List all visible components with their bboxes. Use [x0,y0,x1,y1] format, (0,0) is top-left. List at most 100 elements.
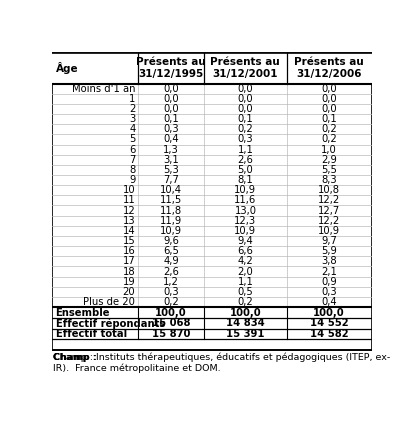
Text: 10,4: 10,4 [160,185,182,195]
Text: 13: 13 [123,216,135,226]
Text: 0,9: 0,9 [321,277,337,287]
Text: Moins d'1 an: Moins d'1 an [72,84,135,94]
Text: 5,5: 5,5 [321,165,337,175]
Text: 2,9: 2,9 [321,155,337,165]
Text: Ensemble: Ensemble [55,307,110,317]
Text: 0,3: 0,3 [163,287,179,297]
Text: 0,1: 0,1 [237,114,253,124]
Text: 0,1: 0,1 [321,114,337,124]
Text: 1: 1 [129,94,135,104]
Text: 8,3: 8,3 [321,175,337,185]
Text: 0,0: 0,0 [237,84,253,94]
Text: 10,9: 10,9 [318,226,340,236]
Text: 15: 15 [123,236,135,246]
Text: 0,0: 0,0 [321,84,337,94]
Text: 14 582: 14 582 [310,329,349,339]
Text: 3,8: 3,8 [321,256,337,266]
Text: Présents au
31/12/2001: Présents au 31/12/2001 [211,57,280,79]
Text: 14: 14 [123,226,135,236]
Text: 0,0: 0,0 [163,94,179,104]
Text: 100,0: 100,0 [155,307,187,317]
Text: 15 391: 15 391 [226,329,265,339]
Text: 5: 5 [129,134,135,145]
Text: 15 870: 15 870 [152,329,190,339]
Text: 2,6: 2,6 [237,155,253,165]
Text: 0,2: 0,2 [163,297,179,307]
Text: 0,3: 0,3 [237,134,253,145]
Text: 6,6: 6,6 [237,246,253,256]
Text: 3: 3 [129,114,135,124]
Text: 16: 16 [123,246,135,256]
Text: 0,0: 0,0 [163,104,179,114]
Text: 0,2: 0,2 [237,124,253,134]
Text: Champ :: Champ : [53,352,97,362]
Text: 4: 4 [129,124,135,134]
Text: 0,5: 0,5 [237,287,253,297]
Text: 18: 18 [123,267,135,277]
Text: 7: 7 [129,155,135,165]
Text: 11: 11 [123,195,135,205]
Text: 9,6: 9,6 [163,236,179,246]
Text: 100,0: 100,0 [313,307,345,317]
Text: 10,9: 10,9 [234,226,256,236]
Text: 2,1: 2,1 [321,267,337,277]
Text: 0,3: 0,3 [163,124,179,134]
Text: 8: 8 [129,165,135,175]
Text: 0,0: 0,0 [163,84,179,94]
Text: 10,9: 10,9 [160,226,182,236]
Text: 10,9: 10,9 [234,185,256,195]
Text: Âge: Âge [56,62,79,74]
Text: 12,7: 12,7 [318,206,340,216]
Text: 3,1: 3,1 [163,155,179,165]
Text: Champ :: Champ : [53,352,97,362]
Text: 12: 12 [123,206,135,216]
Text: 6,5: 6,5 [163,246,179,256]
Text: 13,0: 13,0 [234,206,256,216]
Text: 14 552: 14 552 [310,318,349,328]
Text: Champ : Instituts thérapeutiques, éducatifs et pédagogiques (ITEP, ex-
IR).  Fra: Champ : Instituts thérapeutiques, éducat… [53,352,390,373]
Text: 0,0: 0,0 [237,94,253,104]
Text: Présents au
31/12/2006: Présents au 31/12/2006 [294,57,364,79]
Text: 0,2: 0,2 [321,134,337,145]
Text: 12,2: 12,2 [318,195,340,205]
Text: 12,2: 12,2 [318,216,340,226]
Text: 11,5: 11,5 [160,195,182,205]
Bar [52,53,372,350]
Text: 11,6: 11,6 [234,195,256,205]
Text: 5,9: 5,9 [321,246,337,256]
Text: Effectif total: Effectif total [55,329,127,339]
Text: 2: 2 [129,104,135,114]
Text: 0,0: 0,0 [321,94,337,104]
Text: 4,9: 4,9 [163,256,179,266]
Text: 0,4: 0,4 [321,297,337,307]
Text: 8,1: 8,1 [237,175,253,185]
Text: 5,0: 5,0 [237,165,253,175]
Text: Effectif répondants: Effectif répondants [55,318,165,329]
Text: 9,7: 9,7 [321,236,337,246]
Text: 1,1: 1,1 [237,277,253,287]
Text: 0,0: 0,0 [237,104,253,114]
Text: 11,9: 11,9 [160,216,182,226]
Text: 0,2: 0,2 [321,124,337,134]
Text: 1,2: 1,2 [163,277,179,287]
Text: 100,0: 100,0 [230,307,261,317]
Text: 4,2: 4,2 [237,256,253,266]
Text: 9,4: 9,4 [237,236,253,246]
Text: 0,3: 0,3 [321,287,337,297]
Text: 15 068: 15 068 [152,318,190,328]
Text: 2,6: 2,6 [163,267,179,277]
Text: 1,1: 1,1 [237,145,253,155]
Text: 19: 19 [123,277,135,287]
Text: 1,3: 1,3 [163,145,179,155]
Text: 0,4: 0,4 [163,134,179,145]
Text: 7,7: 7,7 [163,175,179,185]
Text: 0,2: 0,2 [237,297,253,307]
Text: 0,1: 0,1 [163,114,179,124]
Text: 10,8: 10,8 [318,185,340,195]
Text: 12,3: 12,3 [234,216,256,226]
Text: 5,3: 5,3 [163,165,179,175]
Text: 2,0: 2,0 [237,267,253,277]
Text: Présents au
31/12/1995: Présents au 31/12/1995 [136,57,206,79]
Text: 20: 20 [123,287,135,297]
Text: 0,0: 0,0 [321,104,337,114]
